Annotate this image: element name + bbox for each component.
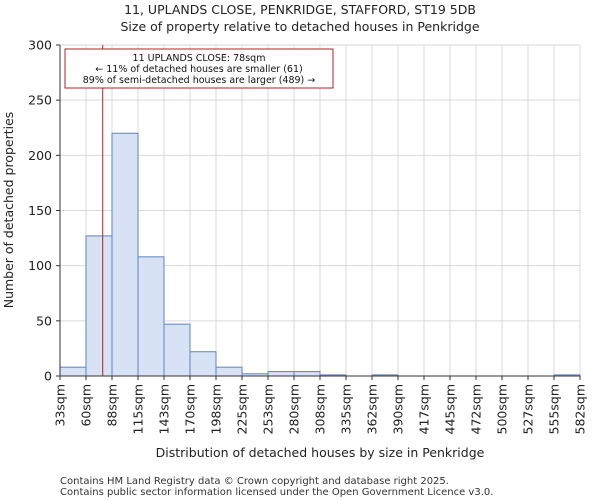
y-tick-label: 150 (28, 203, 52, 218)
annotation-line-3: 89% of semi-detached houses are larger (… (83, 75, 316, 86)
bar (215, 366, 243, 377)
x-ticks: 33sqm 60sqm 88sqm 115sqm 143sqm 170sqm 198sqm 2… (53, 376, 588, 434)
y-ticks: 0 50 100 150 200 250 300 (28, 38, 60, 384)
x-tick-label: 390sqm (391, 384, 406, 434)
annotation-line-1: 11 UPLANDS CLOSE: 78sqm (133, 53, 266, 64)
x-tick-label: 555sqm (547, 384, 562, 434)
y-tick-label: 200 (28, 148, 52, 163)
y-tick-label: 300 (28, 38, 52, 53)
y-tick-label: 250 (28, 93, 52, 108)
x-tick-label: 88sqm (105, 384, 120, 427)
x-tick-label: 33sqm (53, 384, 68, 427)
annotation: 11 UPLANDS CLOSE: 78sqm ← 11% of detache… (64, 48, 334, 89)
chart-title: 11, UPLANDS CLOSE, PENKRIDGE, STAFFORD, … (124, 2, 476, 17)
bar (189, 351, 217, 377)
grid (59, 44, 581, 377)
footer-line-1: Contains HM Land Registry data © Crown c… (60, 476, 449, 487)
x-tick-label: 445sqm (443, 384, 458, 434)
x-tick-label: 472sqm (469, 384, 484, 434)
annotation-box (64, 48, 334, 89)
x-tick-label: 280sqm (287, 384, 302, 434)
y-axis-label: Number of detached properties (1, 112, 16, 309)
y-tick-label: 50 (36, 313, 52, 328)
x-tick-label: 582sqm (573, 384, 588, 434)
x-tick-label: 500sqm (495, 384, 510, 434)
x-tick-label: 60sqm (79, 384, 94, 427)
y-tick-label: 100 (28, 258, 52, 273)
x-tick-label: 417sqm (417, 384, 432, 434)
x-tick-label: 253sqm (261, 384, 276, 434)
bar (137, 256, 165, 377)
x-tick-label: 527sqm (521, 384, 536, 434)
footer-line-2: Contains public sector information licen… (60, 487, 493, 498)
chart-subtitle: Size of property relative to detached ho… (120, 19, 479, 34)
bar (59, 366, 87, 377)
bar (85, 235, 113, 377)
x-tick-label: 335sqm (339, 384, 354, 434)
x-tick-label: 115sqm (131, 384, 146, 434)
bar (293, 371, 321, 377)
bar (267, 371, 295, 377)
bar (111, 132, 139, 377)
x-tick-label: 143sqm (157, 384, 172, 434)
y-tick-label: 0 (44, 369, 52, 384)
annotation-line-2: ← 11% of detached houses are smaller (61… (95, 64, 302, 75)
x-tick-label: 362sqm (365, 384, 380, 434)
x-tick-label: 170sqm (183, 384, 198, 434)
bar (163, 323, 191, 377)
x-axis-label: Distribution of detached houses by size … (156, 445, 485, 460)
x-tick-label: 225sqm (235, 384, 250, 434)
bars (59, 132, 581, 377)
x-tick-label: 308sqm (313, 384, 328, 434)
x-tick-label: 198sqm (209, 384, 224, 434)
